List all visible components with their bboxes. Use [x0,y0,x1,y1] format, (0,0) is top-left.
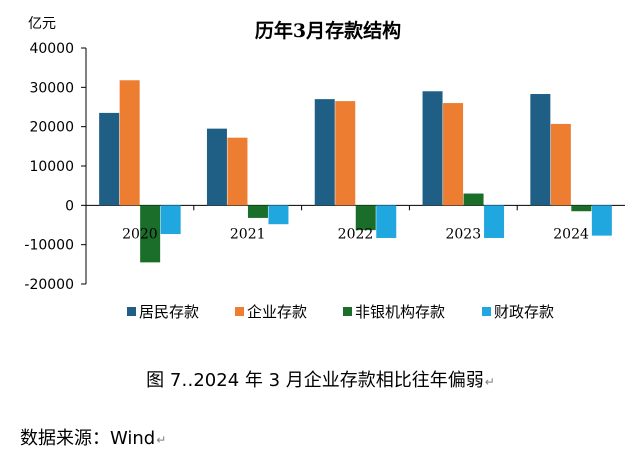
bar-2024-居民存款 [530,94,551,206]
bar-chart: 历年3月存款结构 亿元 40000 30000 20000 10000 0 -10000 -… [24,16,625,321]
x-tick-label: 2021 [230,226,266,242]
figure-caption: 图 7‥2024 年 3 月企业存款相比往年偏弱↵ [0,366,641,392]
y-tick-label: 10000 [29,159,74,175]
x-tick-label: 2023 [445,226,481,242]
bar-2023-财政存款 [484,205,505,238]
paragraph-mark: ↵ [484,375,495,389]
legend-label: 居民存款 [139,303,199,321]
bar-2022-企业存款 [335,101,356,206]
y-tick-label: -10000 [24,238,74,254]
bar-2020-非银机构存款 [140,205,161,263]
bar-2021-财政存款 [268,205,289,225]
legend-swatch-财政存款 [482,307,491,316]
bar-2023-居民存款 [422,91,443,206]
bar-2022-非银机构存款 [355,205,376,231]
paragraph-mark: ↵ [156,433,167,447]
bar-2020-居民存款 [99,112,120,206]
bar-2024-企业存款 [550,123,571,206]
legend-label: 企业存款 [247,303,307,321]
y-tick-label: 40000 [29,41,74,57]
data-source: 数据来源：Wind↵ [20,424,166,450]
y-tick-label: 30000 [29,80,74,96]
bar-2023-非银机构存款 [463,193,484,206]
y-tick-label: 0 [65,198,74,214]
y-tick-label: -20000 [24,277,74,293]
plot-area: 40000 30000 20000 10000 0 -10000 -20000 2020 202… [24,41,625,293]
bar-2020-财政存款 [160,205,181,235]
bar-2024-非银机构存款 [571,205,592,212]
legend-label: 非银机构存款 [355,303,445,321]
legend-swatch-非银机构存款 [343,307,352,316]
x-tick-label: 2020 [122,226,158,242]
bar-2023-企业存款 [443,103,464,206]
chart-title: 历年3月存款结构 [255,19,401,42]
bar-2022-财政存款 [376,205,397,238]
legend: 居民存款 企业存款 非银机构存款 财政存款 [127,303,554,321]
legend-label: 财政存款 [494,303,554,321]
bar-2020-企业存款 [119,80,140,206]
y-unit-label: 亿元 [28,16,56,32]
legend-swatch-居民存款 [127,307,136,316]
bar-2022-居民存款 [314,99,335,206]
legend-swatch-企业存款 [235,307,244,316]
source-text: 数据来源：Wind [20,428,156,449]
bar-2021-非银机构存款 [247,205,268,218]
caption-text: 图 7‥2024 年 3 月企业存款相比往年偏弱 [146,370,484,391]
bar-2021-企业存款 [227,137,248,206]
y-tick-label: 20000 [29,120,74,136]
x-tick-label: 2024 [553,226,589,242]
bar-2021-居民存款 [206,128,227,206]
x-tick-label: 2022 [338,226,374,242]
bar-2024-财政存款 [591,205,612,236]
